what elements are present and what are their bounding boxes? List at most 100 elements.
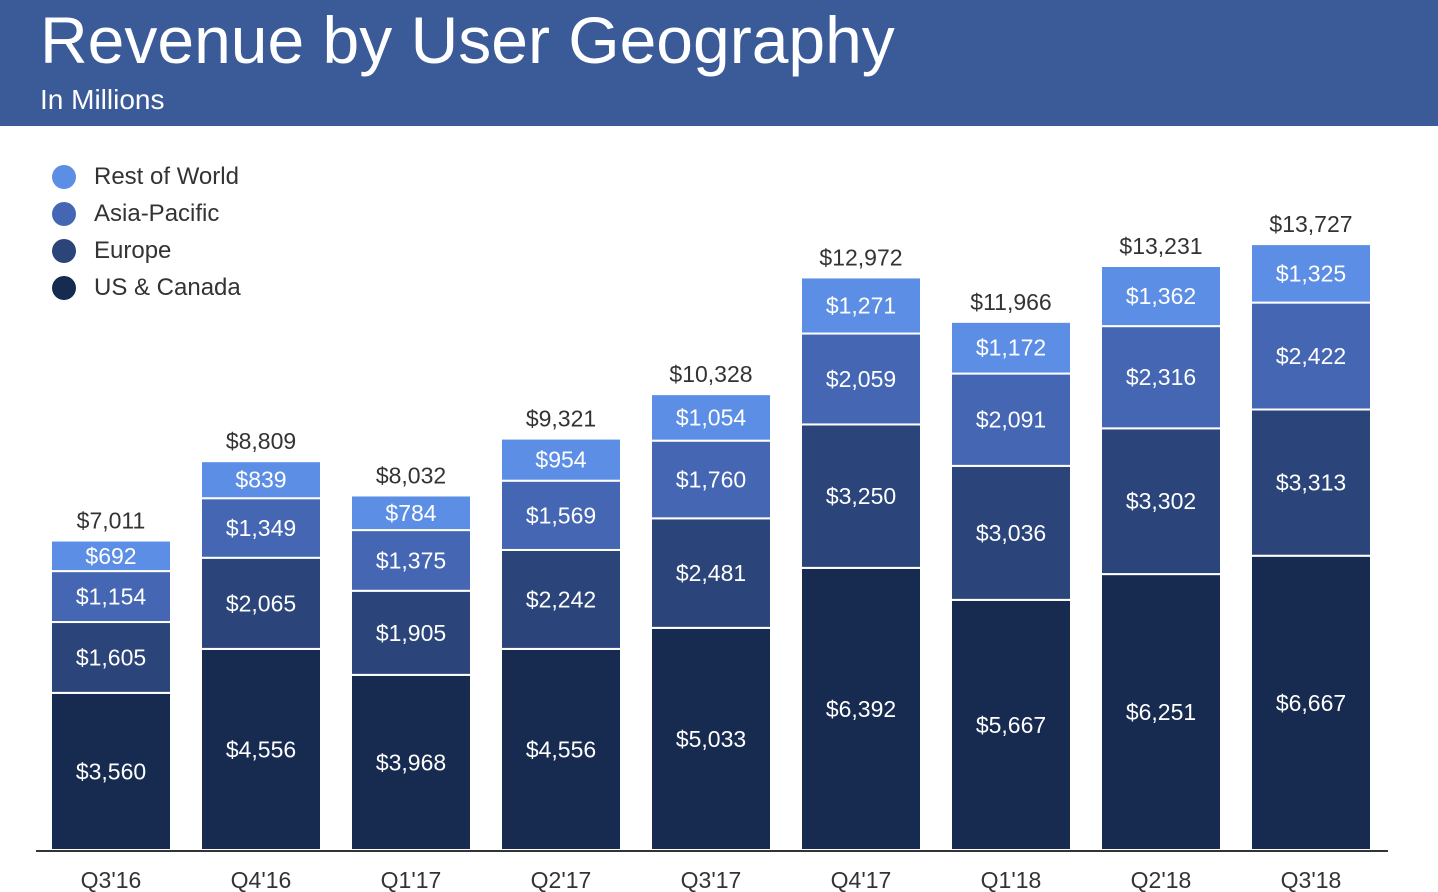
segment-value-label: $6,392	[826, 696, 896, 722]
legend-dot-icon	[52, 275, 76, 300]
bar-segment	[650, 439, 772, 520]
total-value-label: $8,032	[376, 462, 446, 488]
bar-segment	[50, 539, 172, 573]
segment-value-label: $5,033	[676, 726, 746, 752]
segment-value-label: $954	[535, 447, 586, 473]
x-tick-label: Q4'16	[231, 867, 292, 892]
segment-value-label: $784	[385, 500, 436, 526]
bar-segment	[200, 497, 322, 559]
segment-value-label: $6,251	[1126, 699, 1196, 725]
legend-item-europe: Europe	[52, 232, 241, 269]
bar-segment	[1100, 265, 1222, 328]
bar-segment	[350, 589, 472, 676]
segment-value-label: $2,091	[976, 407, 1046, 433]
bar-segment	[650, 626, 772, 852]
bar-segment	[1100, 325, 1222, 430]
bar-segment	[200, 460, 322, 500]
segment-value-label: $1,760	[676, 467, 746, 493]
x-tick-label: Q4'17	[831, 867, 892, 892]
bar-segment	[1250, 408, 1372, 557]
x-tick-label: Q2'17	[531, 867, 592, 892]
segment-value-label: $6,667	[1276, 690, 1346, 716]
segment-value-label: $1,154	[76, 584, 147, 610]
bar-segment	[350, 529, 472, 592]
chart-subtitle: In Millions	[40, 84, 165, 115]
bar-segment	[650, 517, 772, 629]
segment-value-label: $3,313	[1276, 470, 1346, 496]
bar-segment	[800, 423, 922, 569]
x-tick-label: Q1'18	[981, 867, 1042, 892]
legend-item-asia-pacific: Asia-Pacific	[52, 195, 241, 232]
chart-title: Revenue by User Geography	[40, 3, 895, 77]
legend-label: Rest of World	[94, 162, 239, 190]
header-banner: Revenue by User Geography In Millions	[0, 0, 1438, 126]
total-value-label: $12,972	[819, 244, 902, 270]
legend-dot-icon	[52, 201, 76, 226]
x-tick-label: Q3'18	[1281, 867, 1342, 892]
segment-value-label: $2,059	[826, 366, 896, 392]
bar-segment	[650, 393, 772, 442]
segment-value-label: $1,054	[676, 404, 747, 430]
x-tick-label: Q3'16	[81, 867, 142, 892]
bar-segment	[500, 479, 622, 551]
segment-value-label: $3,036	[976, 520, 1046, 546]
bar-segment	[50, 691, 172, 851]
segment-value-label: $1,605	[76, 644, 146, 670]
bar-segment	[200, 647, 322, 851]
x-tick-label: Q2'18	[1131, 867, 1192, 892]
segment-value-label: $692	[85, 543, 136, 569]
segment-value-label: $1,362	[1126, 283, 1196, 309]
segment-value-label: $4,556	[526, 736, 596, 762]
segment-value-label: $839	[235, 467, 286, 493]
total-value-label: $9,321	[526, 406, 596, 432]
legend-label: Asia-Pacific	[94, 199, 220, 227]
bar-segment	[950, 320, 1072, 375]
bar-segment	[500, 548, 622, 650]
total-value-label: $13,231	[1119, 233, 1202, 259]
legend: Rest of World Asia-Pacific Europe US & C…	[52, 158, 241, 306]
segment-value-label: $1,905	[376, 620, 446, 646]
segment-value-label: $2,242	[526, 586, 596, 612]
total-value-label: $10,328	[669, 361, 752, 387]
x-tick-label: Q1'17	[381, 867, 442, 892]
bar-segment	[800, 332, 922, 426]
segment-value-label: $2,422	[1276, 343, 1346, 369]
segment-value-label: $3,968	[376, 749, 446, 775]
bar-segment	[500, 647, 622, 851]
segment-value-label: $1,172	[976, 335, 1046, 361]
segment-value-label: $5,667	[976, 712, 1046, 738]
segment-value-label: $1,569	[526, 502, 596, 528]
bar-segment	[350, 494, 472, 532]
segment-value-label: $4,556	[226, 736, 296, 762]
bar-segment	[800, 276, 922, 335]
segment-value-label: $1,349	[226, 515, 296, 541]
bar-segment	[500, 437, 622, 482]
bar-segment	[50, 570, 172, 624]
segment-value-label: $1,325	[1276, 260, 1346, 286]
total-value-label: $7,011	[77, 508, 146, 534]
bar-segment	[1100, 427, 1222, 576]
segment-value-label: $1,375	[376, 547, 446, 573]
legend-item-rest-of-world: Rest of World	[52, 158, 241, 195]
segment-value-label: $2,065	[226, 590, 296, 616]
segment-value-label: $2,481	[676, 560, 746, 586]
legend-item-us-canada: US & Canada	[52, 269, 241, 306]
segment-value-label: $2,316	[1126, 364, 1196, 390]
segment-value-label: $3,560	[76, 758, 146, 784]
total-value-label: $8,809	[226, 428, 296, 454]
bar-segment	[350, 673, 472, 852]
legend-dot-icon	[52, 238, 76, 263]
bar-segment	[1250, 243, 1372, 304]
bar-segment	[50, 621, 172, 694]
legend-label: US & Canada	[94, 273, 241, 301]
x-tick-label: Q3'17	[681, 867, 742, 892]
total-value-label: $13,727	[1269, 211, 1352, 237]
bar-segment	[200, 556, 322, 650]
segment-value-label: $3,302	[1126, 488, 1196, 514]
segment-value-label: $3,250	[826, 483, 896, 509]
segment-value-label: $1,271	[826, 292, 896, 318]
total-value-label: $11,966	[970, 289, 1051, 315]
legend-dot-icon	[52, 164, 76, 189]
legend-label: Europe	[94, 236, 172, 264]
